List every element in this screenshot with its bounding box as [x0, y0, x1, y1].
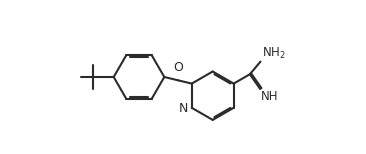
Text: N: N — [178, 102, 188, 115]
Text: O: O — [173, 61, 183, 74]
Text: NH$_2$: NH$_2$ — [262, 45, 286, 61]
Text: NH: NH — [261, 90, 279, 103]
